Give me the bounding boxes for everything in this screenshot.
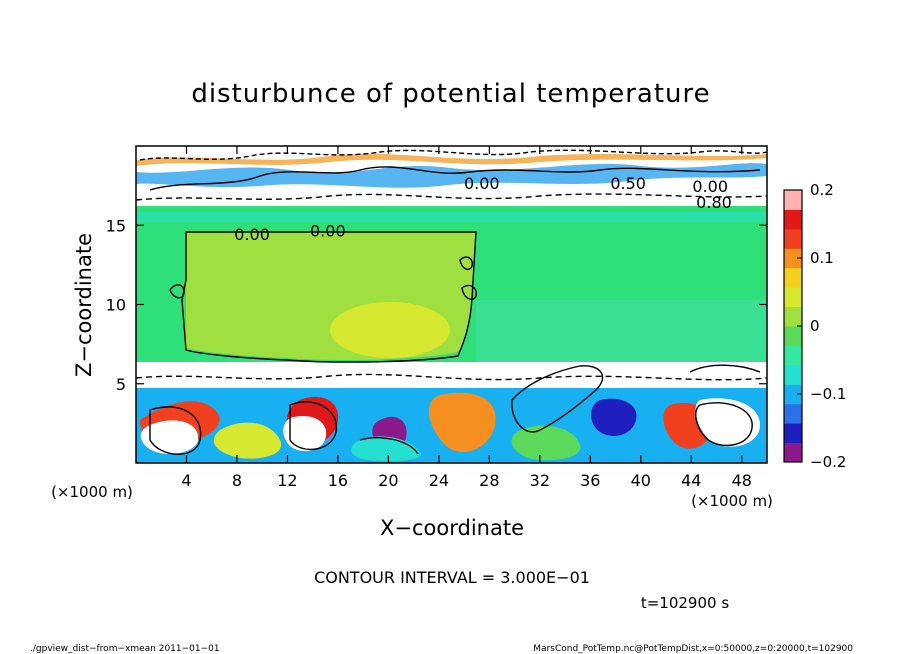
colorbar-swatch-11	[784, 228, 802, 249]
chart-title: disturbunce of potential temperature	[191, 79, 710, 109]
footer-left: ./gpview_dist−from−xmean 2011−01−01	[30, 644, 220, 654]
colorbar-label-2: 0	[810, 317, 820, 335]
x-tick-label-20: 20	[378, 471, 398, 490]
z-unit-label: (×1000 m)	[51, 483, 133, 501]
x-tick-label-40: 40	[631, 471, 651, 490]
colorbar-label-4: −0.2	[810, 453, 846, 471]
colorbar-tick-labels: 0.2 0.1 0 −0.1 −0.2	[810, 181, 846, 471]
contour-lower-c	[511, 365, 604, 433]
colorbar-swatch-8	[784, 287, 802, 308]
colorbar-swatch-4	[784, 364, 802, 385]
central-blob-core	[330, 302, 450, 358]
contour-boundary-lower	[136, 373, 767, 381]
contour-lower-f	[359, 437, 419, 455]
lower-blob-9	[283, 416, 327, 452]
plot-field	[136, 146, 767, 463]
x-tick-label-32: 32	[530, 471, 550, 490]
contour-label-1: 0.00	[234, 225, 270, 244]
contour-label-5: 0.80	[696, 193, 732, 212]
contour-label-2: 0.00	[464, 174, 500, 193]
x-tick-label-36: 36	[580, 471, 600, 490]
footer-right: MarsCond_PotTemp.nc@PotTempDist,x=0:5000…	[533, 644, 853, 654]
colorbar-swatch-13	[784, 190, 802, 210]
colorbar-swatch-12	[784, 209, 802, 230]
colorbar	[783, 189, 803, 463]
y-tick-label-15: 15	[106, 216, 126, 235]
colorbar-swatch-3	[784, 384, 802, 405]
lower-blob-6	[213, 422, 282, 459]
contour-zero-main	[181, 231, 477, 363]
contour-lower-e	[695, 402, 753, 447]
colorbar-swatch-1	[784, 423, 802, 444]
y-axis-title: Z−coordinate	[72, 233, 96, 377]
contour-interval-label: CONTOUR INTERVAL = 3.000E−01	[314, 568, 590, 587]
upper-colored-band-2	[136, 153, 767, 166]
axis-ticks	[136, 146, 767, 463]
right-green-area	[476, 300, 767, 366]
x-tick-label-4: 4	[181, 471, 191, 490]
contour-lines	[136, 149, 767, 455]
lower-blob-7	[511, 425, 581, 461]
colorbar-swatch-0	[784, 442, 802, 463]
contour-small-3	[461, 284, 477, 300]
contour-label-4: 0.00	[692, 177, 728, 196]
y-tick-label-5: 5	[116, 375, 126, 394]
x-unit-label: (×1000 m)	[691, 492, 773, 510]
x-tick-label-8: 8	[232, 471, 242, 490]
contour-label-3: 0.50	[610, 174, 646, 193]
contour-upper-b	[139, 149, 767, 161]
colorbar-swatch-5	[784, 345, 802, 366]
contour-lower-b	[289, 401, 337, 451]
contour-labels: 0.000.000.00 0.50 0.000.80	[234, 174, 732, 244]
colorbar-label-0: 0.2	[810, 181, 834, 199]
colorbar-swatch-6	[784, 326, 802, 346]
colorbar-swatch-9	[784, 267, 802, 288]
contour-upper-a	[149, 166, 761, 191]
time-label: t=102900 s	[641, 594, 729, 612]
colorbar-label-1: 0.1	[810, 249, 834, 267]
contour-small-1	[169, 284, 185, 299]
contour-boundary-upper	[136, 193, 767, 201]
colorbar-swatch-2	[784, 403, 802, 424]
contour-lower-a	[149, 406, 202, 455]
x-tick-label-28: 28	[479, 471, 499, 490]
x-tick-label-48: 48	[732, 471, 752, 490]
lower-blob-5	[591, 398, 637, 436]
contour-label-0: 0.00	[310, 222, 346, 241]
contour-lower-d	[689, 364, 761, 373]
y-tick-label-10: 10	[106, 296, 126, 315]
colorbar-swatch-10	[784, 248, 802, 269]
contour-small-2	[459, 256, 474, 271]
x-tick-label-24: 24	[429, 471, 449, 490]
x-tick-label-16: 16	[328, 471, 348, 490]
x-axis-title: X−coordinate	[380, 516, 524, 540]
colorbar-swatch-7	[784, 306, 802, 327]
x-tick-label-44: 44	[681, 471, 701, 490]
lower-blob-3	[428, 392, 496, 453]
x-tick-label-12: 12	[277, 471, 297, 490]
colorbar-label-3: −0.1	[810, 385, 846, 403]
lower-boundary-layer	[136, 362, 767, 388]
upper-green-strip	[136, 212, 767, 222]
